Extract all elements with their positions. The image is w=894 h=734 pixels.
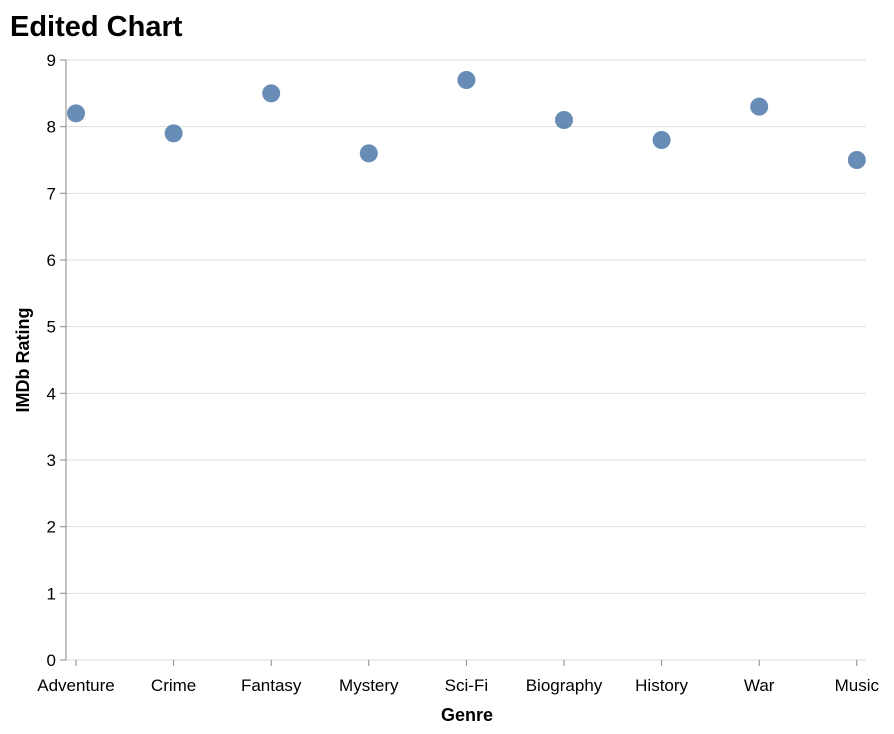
data-point <box>262 84 281 103</box>
y-tick-label: 5 <box>47 318 56 337</box>
data-point <box>457 71 476 89</box>
chart-title: Edited Chart <box>10 11 183 43</box>
y-tick-label: 2 <box>47 518 56 537</box>
data-points <box>67 71 866 169</box>
data-point <box>164 124 183 143</box>
x-tick-label: Music <box>835 676 880 695</box>
grid-lines <box>66 59 866 661</box>
x-tick-label: Fantasy <box>241 676 302 695</box>
x-tick-label: Mystery <box>339 676 399 695</box>
x-tick-label: War <box>744 676 775 695</box>
y-tick-label: 6 <box>47 251 56 270</box>
x-axis: Adventure Crime Fantasy Mystery Sci-Fi Biogra… <box>37 660 879 695</box>
x-tick-label: History <box>635 676 688 695</box>
y-tick-label: 3 <box>47 451 56 470</box>
x-tick-label: Sci-Fi <box>445 676 488 695</box>
y-tick-label: 0 <box>47 651 56 670</box>
y-tick-label: 4 <box>47 384 56 403</box>
y-axis: 0 1 2 3 4 5 6 7 8 9 <box>47 51 67 670</box>
data-point <box>652 131 671 149</box>
y-tick-label: 1 <box>47 584 56 603</box>
data-point <box>847 151 866 169</box>
y-axis-title: IMDb Rating <box>13 308 33 413</box>
data-point <box>555 111 573 129</box>
data-point <box>67 104 85 123</box>
data-point <box>750 97 769 116</box>
y-tick-label: 8 <box>47 118 56 137</box>
x-tick-label: Crime <box>151 676 196 695</box>
y-tick-label: 7 <box>47 184 56 203</box>
x-axis-title: Genre <box>441 705 493 725</box>
x-tick-label: Adventure <box>37 676 115 695</box>
y-tick-label: 9 <box>47 51 56 70</box>
x-tick-label: Biography <box>526 676 603 695</box>
data-point <box>359 144 378 163</box>
